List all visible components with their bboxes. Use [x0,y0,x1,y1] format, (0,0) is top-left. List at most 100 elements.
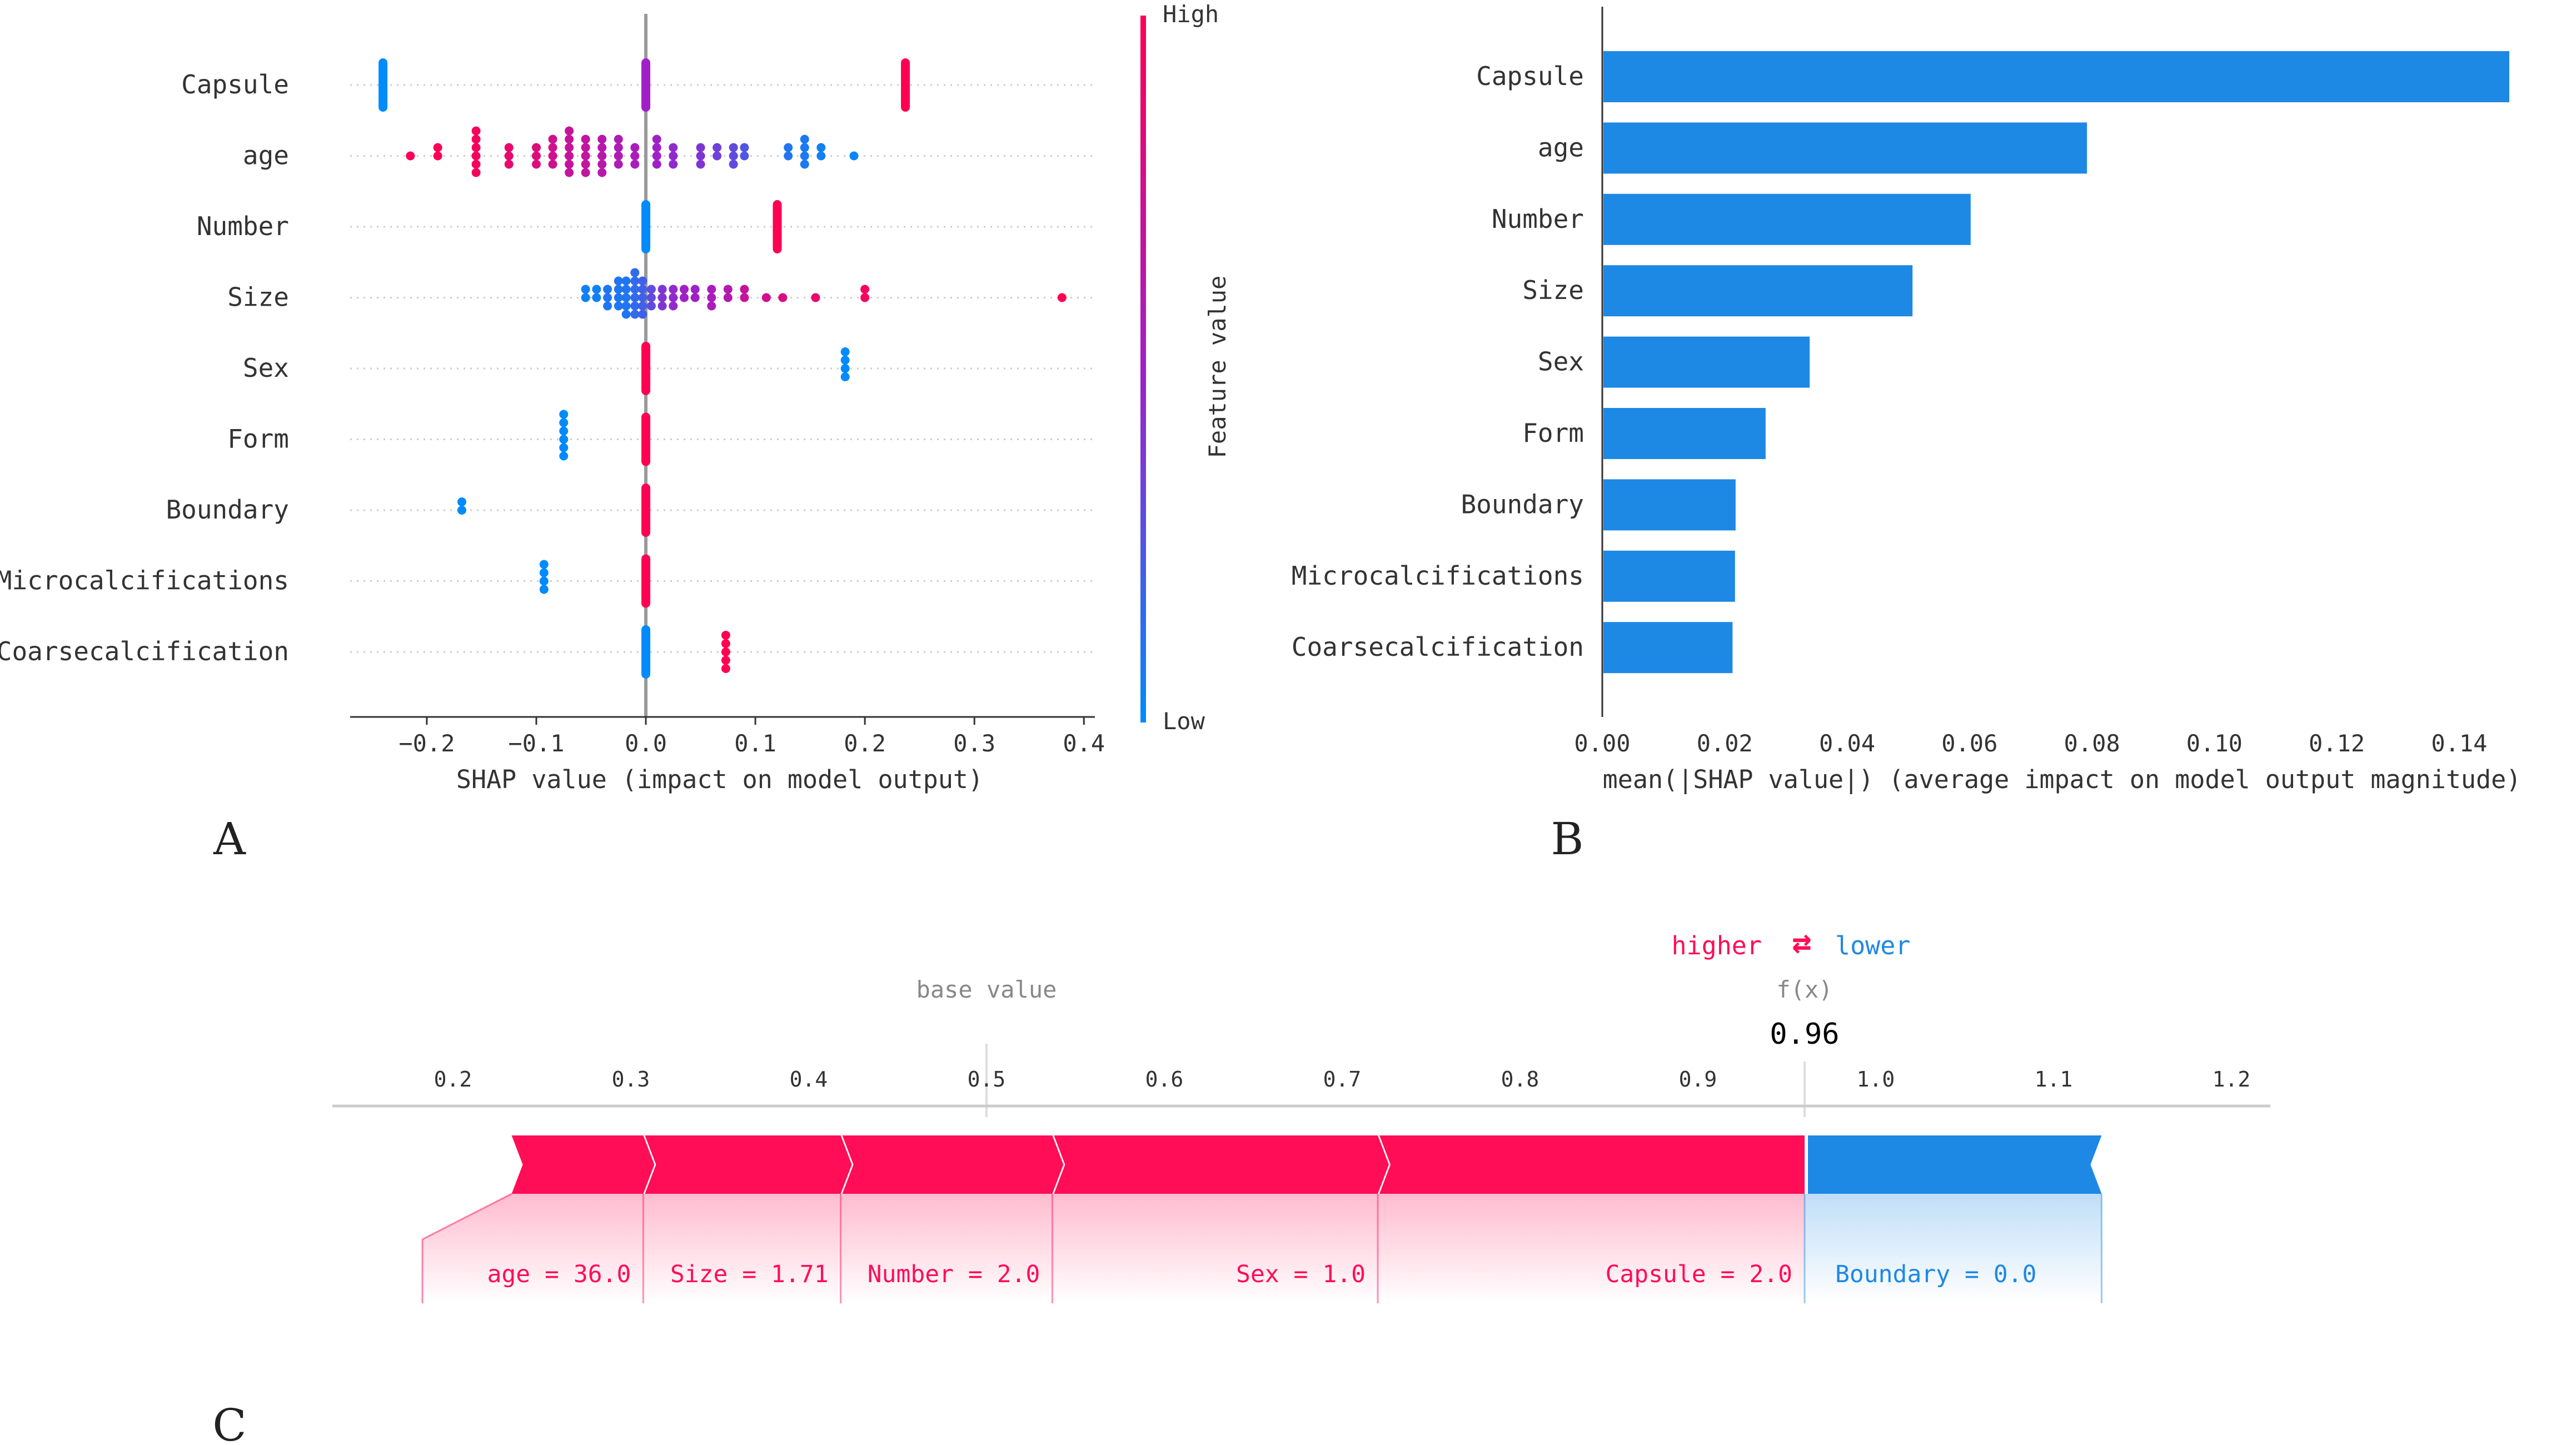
force-segment-sex-1-0 [1054,1135,1389,1194]
feature-label-microcalcifications: Microcalcifications [0,566,289,596]
point-age [597,151,607,161]
x-tick-label: 0.9 [1679,1067,1717,1092]
point-size [603,301,612,311]
beeswarm-feature-labels: Capsule age Number Size Sex Form Boundary Micro… [0,69,289,666]
x-tick-label: 0.06 [1941,730,1997,757]
x-tick-label: 0.02 [1697,730,1753,757]
point-age [581,143,590,152]
x-tick-label: 0.4 [1063,730,1105,757]
beeswarm-panel: Capsule age Number Size Sex Form Boundary Micro… [0,1,1231,794]
point-size [657,285,667,294]
point-size [669,293,678,302]
point-size [638,301,647,311]
point-age [652,151,661,161]
point-number [773,200,782,253]
point-age [565,151,574,161]
point-size [630,268,640,277]
point-size [592,285,601,294]
point-age [471,134,481,144]
colorbar [1140,16,1146,722]
point-size [690,285,700,294]
point-size [581,293,590,302]
point-age [597,134,607,144]
point-size [621,301,631,311]
point-form [641,412,651,466]
bar-size [1603,265,1913,317]
point-boundary [457,497,466,506]
bar-number [1603,193,1971,245]
colorbar-low-label: Low [1163,707,1205,735]
x-tick-label: 0.14 [2431,730,2487,757]
feature-label-size: Size [227,282,289,312]
category-label-age: age [1538,132,1584,162]
bar-capsule [1603,51,2510,102]
bar-boundary [1603,479,1736,531]
fade-size-1-71 [643,1194,841,1303]
x-tick-label: −0.2 [398,730,455,757]
point-size [740,285,749,294]
point-age [696,143,705,152]
beeswarm-x-ticks: −0.2 −0.1 0.0 0.1 0.2 0.3 0.4 [398,717,1105,757]
point-age [784,151,793,161]
fx-value: 0.96 [1770,1018,1839,1051]
x-tick-label: 0.3 [612,1067,650,1092]
point-coarsecalcification [721,639,730,648]
point-age [565,160,574,169]
point-size [630,310,640,319]
segment-label-capsule-2-0: Capsule = 2.0 [1605,1260,1792,1288]
force-segment-age-36-0 [511,1135,655,1194]
feature-label-form: Form [227,424,289,454]
point-age [614,151,623,161]
bar-sex [1603,336,1810,388]
point-size [638,285,647,294]
point-age [614,143,623,152]
fade-sex-1-0 [1052,1194,1378,1303]
x-tick-label: 0.4 [790,1067,828,1092]
x-tick-label: 0.08 [2064,730,2120,757]
point-age [614,134,623,144]
point-age [669,151,678,161]
point-age [816,143,826,152]
point-age [548,160,557,169]
x-tick-label: 1.0 [1857,1067,1895,1092]
point-age [630,143,640,152]
point-age [548,134,557,144]
point-microcalcifications [539,585,549,594]
point-capsule [378,58,388,112]
point-age [581,151,590,161]
x-tick-label: 0.10 [2186,730,2243,757]
point-size [621,285,631,294]
point-age [597,160,607,169]
x-tick-label: 0.2 [844,730,886,757]
point-coarsecalcification [641,625,651,679]
point-form [559,443,569,452]
point-form [559,410,569,419]
point-age [532,151,541,161]
fade-age-36-0 [422,1194,644,1303]
point-size [630,276,640,286]
point-age [652,134,661,144]
point-number [641,200,651,253]
point-size [638,276,647,286]
fade-number-2-0 [840,1194,1053,1303]
point-sex [840,364,850,373]
point-microcalcifications [539,568,549,577]
category-label-microcalcifications: Microcalcifications [1292,561,1584,591]
point-age [504,143,514,152]
point-age [471,160,481,169]
x-tick-label: 0.5 [968,1067,1006,1092]
bar-coarsecalcification [1603,622,1733,674]
point-sex [641,342,651,395]
point-sex [840,347,850,356]
beeswarm-points [378,58,1067,679]
x-tick-label: 0.3 [953,730,995,757]
point-age [433,151,442,161]
feature-label-sex: Sex [243,353,289,383]
point-age [652,143,661,152]
point-size [581,285,590,294]
point-size [638,293,647,302]
fade-boundary-0-0 [1805,1194,2102,1303]
point-size [723,285,733,294]
point-age [532,143,541,152]
point-size [680,285,689,294]
